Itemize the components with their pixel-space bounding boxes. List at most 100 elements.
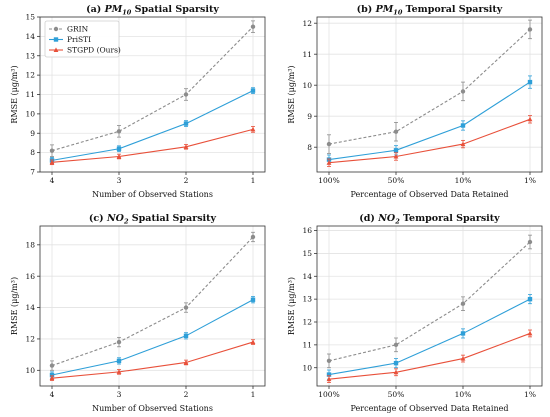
y-tick-label: 12 [25, 71, 35, 80]
y-axis-label: RMSE (μg/m³) [287, 277, 296, 335]
y-tick-label: 15 [302, 249, 312, 258]
data-point [460, 355, 466, 361]
legend-marker [53, 47, 59, 52]
data-point [250, 297, 256, 302]
data-point [460, 123, 466, 128]
data-point [116, 369, 122, 374]
data-point [460, 89, 466, 94]
data-point [527, 239, 533, 245]
x-tick-label: 1% [524, 390, 536, 399]
data-point [183, 359, 189, 365]
y-tick-label: 8 [307, 143, 312, 152]
x-tick-label: 2 [184, 176, 189, 185]
series-pristi [326, 75, 533, 165]
series-line [328, 28, 531, 145]
series-stgpd-ours [326, 329, 533, 383]
data-point [49, 363, 55, 368]
series-line [328, 81, 531, 161]
series-pristi [49, 296, 256, 379]
series-grin [49, 231, 256, 371]
y-tick-label: 14 [25, 303, 35, 312]
legend-entry: STGPD (Ours) [67, 46, 121, 55]
data-point [116, 153, 122, 159]
x-axis-label: Number of Observed Stations [92, 190, 213, 199]
data-point [250, 24, 256, 29]
x-tick-label: 3 [117, 176, 122, 185]
data-point [527, 296, 533, 302]
x-tick-label: 2 [184, 390, 189, 399]
y-tick-label: 10 [302, 363, 312, 372]
panel-c: 10 12 14 16 18 4 3 2 1 (c) NO2 Spatial Sparsity Nu… [10, 213, 266, 413]
data-point [460, 141, 466, 147]
data-point [183, 92, 189, 97]
data-point [326, 141, 332, 147]
series-line [51, 90, 254, 161]
data-point [326, 376, 332, 382]
series-line [51, 299, 254, 376]
plot-frame [39, 225, 266, 387]
plot-frame [316, 16, 543, 173]
x-tick-label: 3 [117, 390, 122, 399]
data-point [527, 116, 533, 122]
data-point [250, 234, 256, 240]
y-tick-label: 10 [25, 109, 35, 118]
data-point [116, 358, 122, 364]
y-tick-label: 13 [302, 295, 312, 304]
y-tick-label: 12 [25, 335, 35, 344]
series-grin [49, 20, 256, 157]
y-axis-label: RMSE (μg/m³) [10, 65, 19, 123]
legend-box [44, 20, 120, 58]
data-point [116, 339, 122, 345]
data-point [250, 339, 256, 345]
data-point [49, 159, 55, 165]
y-tick-label: 12 [302, 318, 312, 327]
data-point [326, 372, 332, 377]
data-point [183, 333, 189, 339]
y-tick-label: 12 [302, 19, 312, 28]
y-tick-label: 7 [30, 168, 35, 177]
legend-entry: PriSTI [67, 35, 91, 44]
x-tick-label: 100% [318, 390, 339, 399]
chart-title: (b) PM10 Temporal Sparsity [357, 4, 503, 17]
x-axis-label: Percentage of Observed Data Retained [351, 190, 509, 199]
legend-marker [53, 26, 59, 32]
panel-a: 7 8 9 10 11 12 13 14 15 4 3 2 1 (a) PM10 Spatial Spar… [10, 4, 266, 199]
x-tick-label: 100% [318, 176, 339, 185]
y-tick-label: 10 [25, 366, 35, 375]
y-tick-label: 13 [25, 51, 35, 60]
data-point [393, 129, 399, 134]
data-point [183, 305, 189, 310]
panel-b: 8 9 10 11 12 100% 50% 10% 1% (b) PM10 Temporal Sp… [287, 4, 543, 199]
data-point [250, 88, 256, 93]
y-tick-label: 14 [302, 272, 312, 281]
data-point [393, 342, 399, 348]
y-tick-label: 11 [302, 340, 312, 349]
x-tick-label: 1 [251, 176, 256, 185]
x-tick-label: 50% [388, 176, 405, 185]
data-point [250, 126, 256, 132]
data-point [460, 301, 466, 306]
series-line [328, 241, 531, 362]
data-point [116, 146, 122, 151]
data-point [527, 330, 533, 336]
x-tick-label: 4 [50, 176, 55, 185]
chart-title: (c) NO2 Spatial Sparsity [89, 213, 217, 226]
y-axis-label: RMSE (μg/m³) [10, 277, 19, 335]
x-tick-label: 1 [251, 390, 256, 399]
x-tick-label: 50% [388, 390, 405, 399]
y-tick-label: 14 [25, 32, 35, 41]
data-point [326, 160, 332, 165]
series-grin [326, 234, 533, 369]
legend-entry: GRIN [67, 25, 89, 34]
x-tick-label: 1% [524, 176, 536, 185]
y-tick-label: 15 [25, 13, 35, 22]
y-tick-label: 9 [307, 112, 312, 121]
series-line [51, 128, 254, 163]
y-tick-label: 11 [25, 90, 35, 99]
series-stgpd-ours [49, 339, 256, 381]
y-tick-label: 9 [30, 129, 35, 138]
x-tick-label: 10% [455, 390, 472, 399]
data-point [527, 27, 533, 32]
